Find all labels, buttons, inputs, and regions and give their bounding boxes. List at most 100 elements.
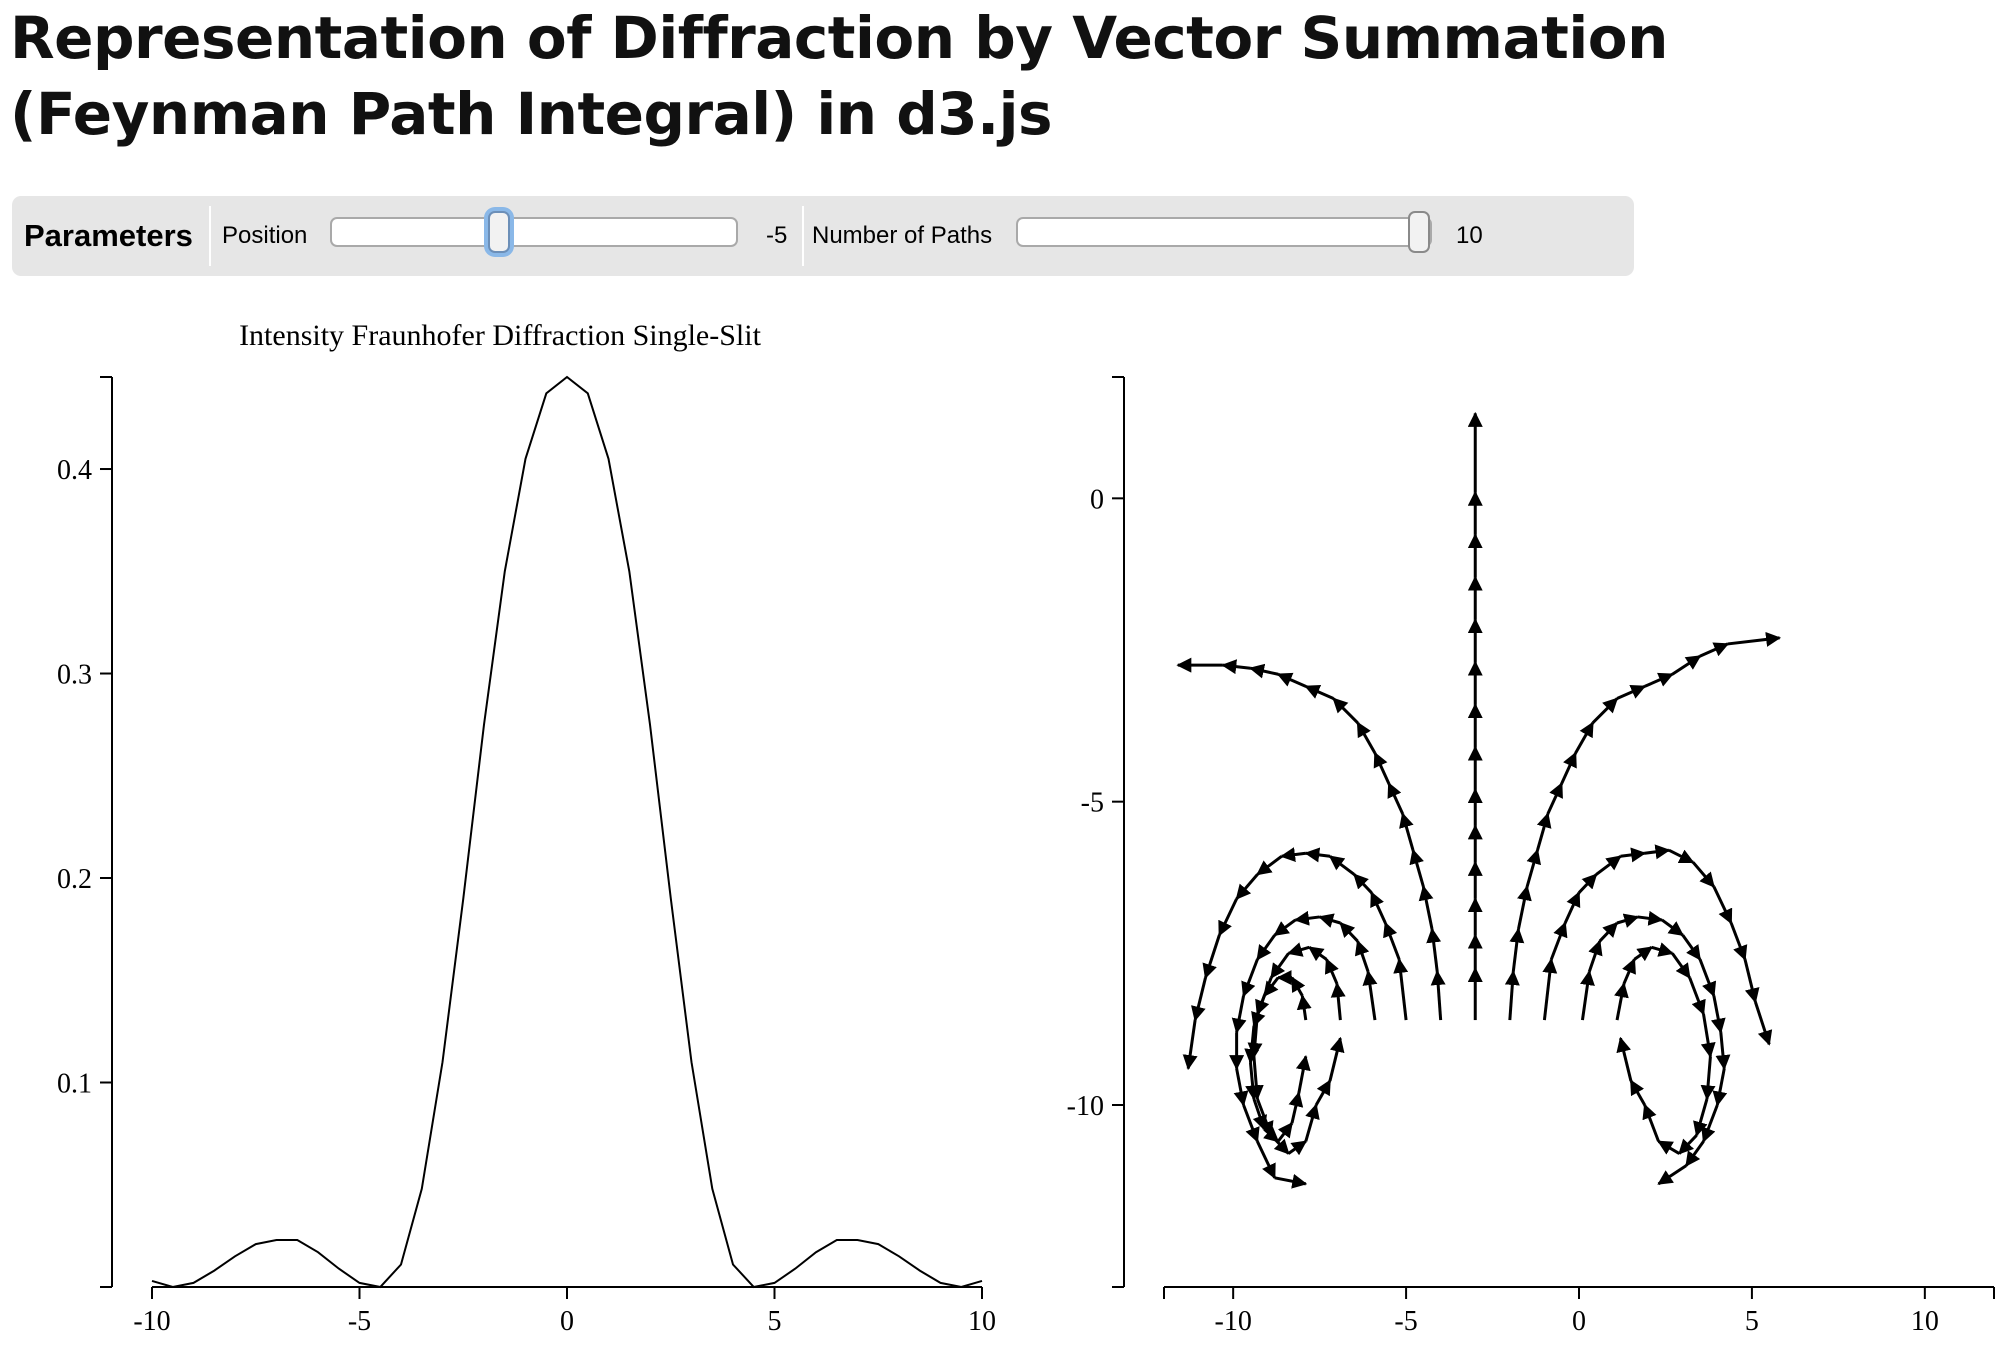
vector-arrow [1256,855,1283,876]
vector-arrow [1688,977,1706,1016]
vector-arrow [1517,885,1532,930]
vector-arrow [1549,921,1568,960]
vector-arrow [1616,1036,1633,1082]
vector-arrow [1276,1122,1294,1143]
vector-arrow [1373,751,1391,785]
vector-arrow [1699,642,1730,658]
number-of-paths-slider-thumb[interactable] [1408,211,1430,253]
vector-arrow [1256,1140,1277,1180]
vector-path [1504,631,1782,1021]
vector-arrow [1681,934,1702,961]
vector-arrow [1629,1079,1647,1106]
intensity-chart: Intensity Fraunhofer Diffraction Single-… [57,319,996,1337]
position-slider-thumb[interactable] [487,211,510,253]
vector-arrow [1633,946,1653,962]
vector-path [1229,910,1378,1189]
vector-arrow [1304,684,1335,700]
vector-arrow [1328,1036,1345,1082]
vector-arrow [1288,1091,1304,1124]
vector-arrow [1743,959,1760,1004]
vector-arrow [1644,844,1671,860]
vector-arrow [1542,957,1558,1021]
vector-arrow [1295,1054,1311,1094]
divider [209,206,211,266]
vector-arrow [1241,958,1259,998]
vector-arrow [1233,1068,1249,1107]
vector-path [1542,844,1773,1046]
vector-arrow [1324,958,1339,985]
vector-arrow [1651,942,1674,957]
vector-path [1247,942,1346,1156]
vector-arrow [1244,1025,1260,1065]
intensity-x-tick-label: 5 [768,1306,782,1337]
vector-arrow [1273,918,1297,937]
vector-arrow [1269,952,1290,979]
vector-arrow [1525,848,1542,888]
page-title: Representation of Diffraction by Vector … [10,0,1710,152]
vector-arrow [1332,697,1359,724]
vector-arrow [1245,1062,1261,1101]
number-of-paths-slider[interactable] [1016,211,1432,253]
vector-arrow [1308,946,1328,962]
vector-arrow [1616,684,1647,700]
intensity-chart-title: Intensity Fraunhofer Diffraction Single-… [239,319,762,352]
intensity-x-tick-label: -10 [133,1306,170,1337]
vector-arrow [1595,855,1622,876]
vector-arrow [1691,861,1716,888]
vector-arrow [1701,1104,1719,1143]
vector-arrow [1729,922,1748,961]
vector-arrow [1712,885,1733,925]
vector-arrow [1671,952,1691,979]
position-slider[interactable] [330,211,738,253]
vector-y-tick-label: -5 [1081,788,1104,819]
vector-arrow [1715,1032,1731,1071]
vector-arrow [1710,995,1726,1034]
number-of-paths-label: Number of Paths [812,222,993,249]
vector-path [1176,657,1446,1021]
vector-arrow [1598,921,1619,943]
vector-arrow [1504,970,1520,1021]
intensity-x-tick-label: 0 [560,1306,574,1337]
vector-arrow [1354,939,1370,973]
vector-y-tick-label: 0 [1090,484,1104,515]
vector-arrow [1248,663,1279,679]
vector-arrow [1393,957,1409,1021]
vector-arrow [1217,898,1238,937]
intensity-y-tick-label: 0.2 [57,864,92,895]
vector-arrow [1339,921,1359,943]
vector-path [1182,847,1409,1071]
vector-arrow [1616,913,1640,928]
vector-x-ticks: -10 -5 0 5 10 [1215,1287,1939,1337]
vector-arrow [1409,848,1425,888]
position-value: -5 [766,222,788,249]
vector-arrow [1678,1134,1698,1155]
vector-arrow [1560,751,1577,785]
parameters-panel: Parameters Position -5 Number of Paths 1… [12,196,1634,276]
intensity-y-ticks: 0.1 0.2 0.3 0.4 [57,455,112,1100]
vector-arrow [1356,721,1377,754]
number-of-paths-value: 10 [1456,222,1483,249]
vector-arrow [1426,927,1442,972]
vector-arrow [1399,812,1415,851]
vector-arrow [1330,982,1346,1021]
vector-arrow [1657,1140,1681,1155]
vector-y-ticks: 0 -5 -10 [1067,484,1124,1122]
vector-x-tick-label: -5 [1394,1306,1417,1337]
vector-arrow [1620,847,1647,863]
vector-arrow [1328,855,1356,876]
vector-arrow [1727,631,1782,647]
vector-arrow [1430,970,1446,1021]
vector-arrow [1509,927,1525,972]
vector-arrow [1712,1068,1728,1107]
parameters-heading: Parameters [24,218,193,253]
vector-path [1580,910,1731,1186]
vector-arrow [1202,934,1221,980]
vector-arrow [1242,1104,1260,1143]
divider [802,206,804,266]
vector-x-tick-label: -10 [1215,1306,1252,1337]
vector-arrow [1700,1013,1716,1058]
vector-arrow [1577,873,1598,894]
vector-arrow [1387,782,1404,815]
vector-arrow [1614,982,1629,1021]
